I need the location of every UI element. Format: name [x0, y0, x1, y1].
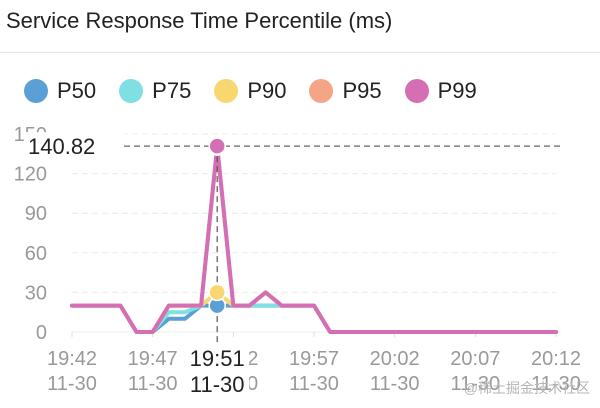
series-line-p75	[70, 290, 558, 334]
legend-swatch-p75	[119, 79, 144, 103]
legend-swatch-p99	[404, 79, 429, 103]
x-tick-time: 19:47	[128, 348, 178, 370]
x-tick-time: 20:12	[531, 348, 581, 370]
legend-swatch-p50	[24, 79, 48, 103]
x-tick-time: 20:07	[450, 348, 500, 370]
legend-swatch-p95	[309, 79, 334, 103]
x-tick-date: 11-30	[47, 373, 97, 395]
legend-swatch-p90	[214, 79, 239, 103]
x-tick-time: 19:57	[289, 348, 339, 370]
legend-label-p99: P99	[437, 78, 477, 103]
x-tick-date: 11-30	[128, 373, 178, 395]
x-tick-date: 11-30	[289, 373, 339, 395]
legend-item-p75[interactable]: P75	[119, 78, 191, 104]
y-tick-label: 60	[25, 243, 47, 265]
x-tick-date: 11-30	[370, 373, 420, 395]
legend-label-p90: P90	[247, 78, 287, 103]
legend-label-p75: P75	[152, 78, 192, 103]
watermark: @稀土掘金技术社区	[463, 380, 590, 396]
marker-p90	[208, 283, 226, 302]
tooltip-value-label: 140.82	[28, 134, 95, 159]
series-line-p99	[70, 144, 558, 334]
legend-item-p99[interactable]: P99	[404, 78, 477, 104]
y-tick-label: 30	[25, 282, 47, 304]
y-tick-label: 120	[14, 164, 47, 186]
legend-label-p95: P95	[342, 78, 382, 103]
y-tick-label: 0	[36, 322, 47, 344]
tooltip-time-bg	[185, 344, 250, 400]
x-tick-date: 11-30	[531, 373, 581, 395]
tooltip-time: 19:51	[190, 346, 245, 371]
x-tick-time: 20:02	[370, 348, 420, 370]
legend-item-p90[interactable]: P90	[214, 78, 286, 104]
title-divider	[0, 52, 600, 53]
tooltip-date: 11-30	[190, 372, 245, 397]
legend-item-p95[interactable]: P95	[309, 78, 382, 104]
series-line-p50	[70, 303, 558, 334]
panel-title: Service Response Time Percentile (ms)	[6, 8, 393, 33]
y-tick-label: 90	[25, 203, 47, 225]
x-tick-time: 19:42	[47, 348, 97, 370]
legend-item-p50[interactable]: P50	[24, 78, 96, 104]
x-tick-date: 11-30	[450, 373, 500, 395]
legend: P50 P75 P90 P95 P99	[24, 78, 500, 104]
series-line-p90	[70, 290, 558, 334]
legend-label-p50: P50	[57, 78, 97, 103]
tooltip-value-bg	[24, 132, 124, 161]
marker-p99	[208, 137, 226, 155]
